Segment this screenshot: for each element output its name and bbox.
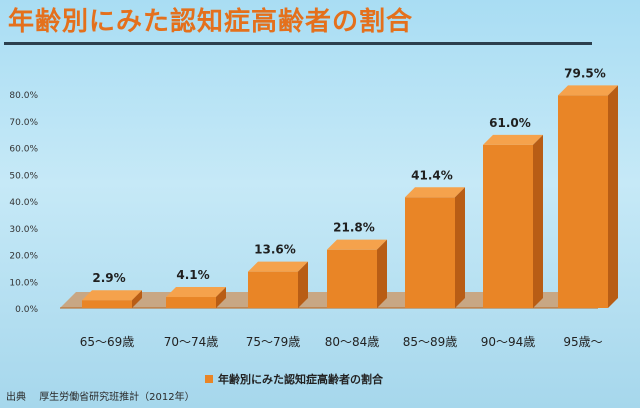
- bar-side: [533, 134, 543, 308]
- x-category-label: 70〜74歳: [164, 335, 219, 349]
- bar-value-label: 41.4%: [411, 168, 453, 182]
- bar-top: [166, 287, 226, 298]
- bar-side: [377, 239, 387, 308]
- bars: [82, 85, 618, 309]
- source-text: 厚生労働省研究班推計（2012年）: [39, 392, 195, 403]
- bar: [166, 287, 226, 308]
- x-axis-labels: 65〜69歳 70〜74歳 75〜79歳 80〜84歳 85〜89歳 90〜94歳 95歳〜: [80, 335, 603, 349]
- source-label: 出典: [6, 392, 26, 403]
- bar: [405, 187, 465, 308]
- bar: [558, 85, 618, 309]
- y-axis: 0.0% 10.0% 20.0% 30.0% 40.0% 50.0% 60.0% 70.0% 8…: [9, 91, 38, 315]
- x-category-label: 90〜94歳: [481, 335, 536, 349]
- source-note: 出典 厚生労働省研究班推計（2012年）: [6, 388, 205, 404]
- x-category-label: 75〜79歳: [246, 335, 301, 349]
- x-category-label: 95歳〜: [563, 335, 602, 349]
- bar-value-label: 13.6%: [254, 243, 296, 257]
- bar-side: [298, 261, 308, 308]
- bar: [248, 261, 308, 308]
- y-tick-label: 30.0%: [9, 225, 38, 235]
- legend-label: 年齢別にみた認知症高齢者の割合: [218, 372, 384, 386]
- y-tick-label: 20.0%: [9, 252, 38, 262]
- bar-front: [248, 271, 298, 308]
- y-tick-label: 10.0%: [9, 278, 38, 288]
- bar-top: [327, 239, 387, 250]
- bar-top: [82, 290, 142, 301]
- bar-top: [248, 261, 308, 272]
- bar-top: [483, 134, 543, 145]
- bar-front: [405, 197, 455, 308]
- bar: [327, 239, 387, 308]
- bar-front: [82, 300, 132, 308]
- x-category-label: 80〜84歳: [325, 335, 380, 349]
- bar-front: [483, 144, 533, 308]
- bar: [483, 134, 543, 308]
- y-tick-label: 0.0%: [15, 305, 38, 315]
- bar-front: [558, 95, 608, 309]
- value-labels: 2.9% 4.1% 13.6% 21.8% 41.4% 61.0% 79.5%: [92, 66, 605, 285]
- title-underline: [4, 42, 592, 45]
- bar-side: [132, 290, 142, 308]
- bar-value-label: 21.8%: [333, 221, 375, 235]
- bar-value-label: 61.0%: [489, 116, 531, 130]
- legend: 年齢別にみた認知症高齢者の割合: [205, 372, 384, 386]
- bar-side: [216, 287, 226, 308]
- bar-front: [166, 297, 216, 308]
- bar-front: [327, 249, 377, 308]
- legend-swatch: [205, 375, 213, 383]
- bar-value-label: 2.9%: [92, 271, 125, 285]
- y-tick-label: 50.0%: [9, 171, 38, 181]
- x-category-label: 85〜89歳: [403, 335, 458, 349]
- bar-value-label: 4.1%: [176, 268, 209, 282]
- y-tick-label: 40.0%: [9, 198, 38, 208]
- chart-title: 年齢別にみた認知症高齢者の割合: [8, 7, 414, 37]
- bar-side: [455, 187, 465, 308]
- bar-top: [405, 187, 465, 198]
- x-category-label: 65〜69歳: [80, 335, 135, 349]
- y-tick-label: 70.0%: [9, 118, 38, 128]
- bar: [82, 290, 142, 308]
- y-tick-label: 80.0%: [9, 91, 38, 101]
- y-tick-label: 60.0%: [9, 145, 38, 155]
- bar-side: [608, 85, 618, 309]
- bar-value-label: 79.5%: [564, 66, 606, 80]
- bar-top: [558, 85, 618, 96]
